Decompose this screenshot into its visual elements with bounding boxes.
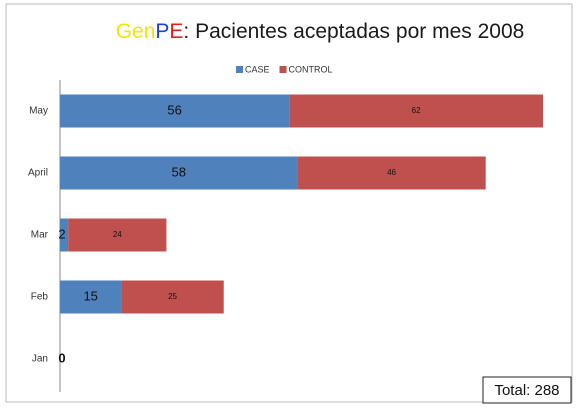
data-label: 2: [58, 226, 65, 241]
y-tick-label: Mar: [31, 230, 49, 241]
data-label: 0: [58, 350, 65, 365]
bar-segment: [289, 94, 543, 128]
chart-title: GenPE: Pacientes aceptadas por mes 2008: [116, 20, 525, 43]
chart-frame: [5, 3, 573, 403]
data-label: 56: [167, 102, 181, 117]
y-tick-label: Jan: [32, 354, 48, 365]
data-label: 62: [412, 106, 421, 115]
title-part: Gen: [116, 20, 156, 43]
bar-segment: [60, 156, 298, 190]
bar-segment: [60, 94, 290, 128]
bar-segment: [121, 280, 224, 314]
legend-swatch: [279, 66, 287, 73]
total-annotation: Total: 288: [494, 382, 559, 399]
data-label: 24: [113, 230, 122, 239]
legend-label: CONTROL: [289, 64, 333, 74]
data-label: 25: [168, 292, 177, 301]
legend-swatch: [236, 66, 243, 73]
title-part: : Pacientes aceptadas por mes 2008: [183, 20, 524, 43]
y-tick-label: May: [29, 106, 48, 117]
bar-segment: [68, 218, 167, 252]
data-label: 46: [387, 168, 396, 177]
bar-segment: [297, 156, 486, 190]
title-part: P: [155, 20, 169, 43]
y-tick-label: Feb: [31, 292, 49, 303]
data-label: 15: [83, 288, 97, 303]
total-box: [482, 376, 572, 404]
title-part: E: [169, 20, 183, 43]
bar-segment: [60, 218, 69, 252]
y-tick-label: April: [28, 168, 48, 179]
data-label: 58: [171, 164, 185, 179]
legend-label: CASE: [245, 64, 270, 74]
bar-segment: [60, 280, 122, 314]
